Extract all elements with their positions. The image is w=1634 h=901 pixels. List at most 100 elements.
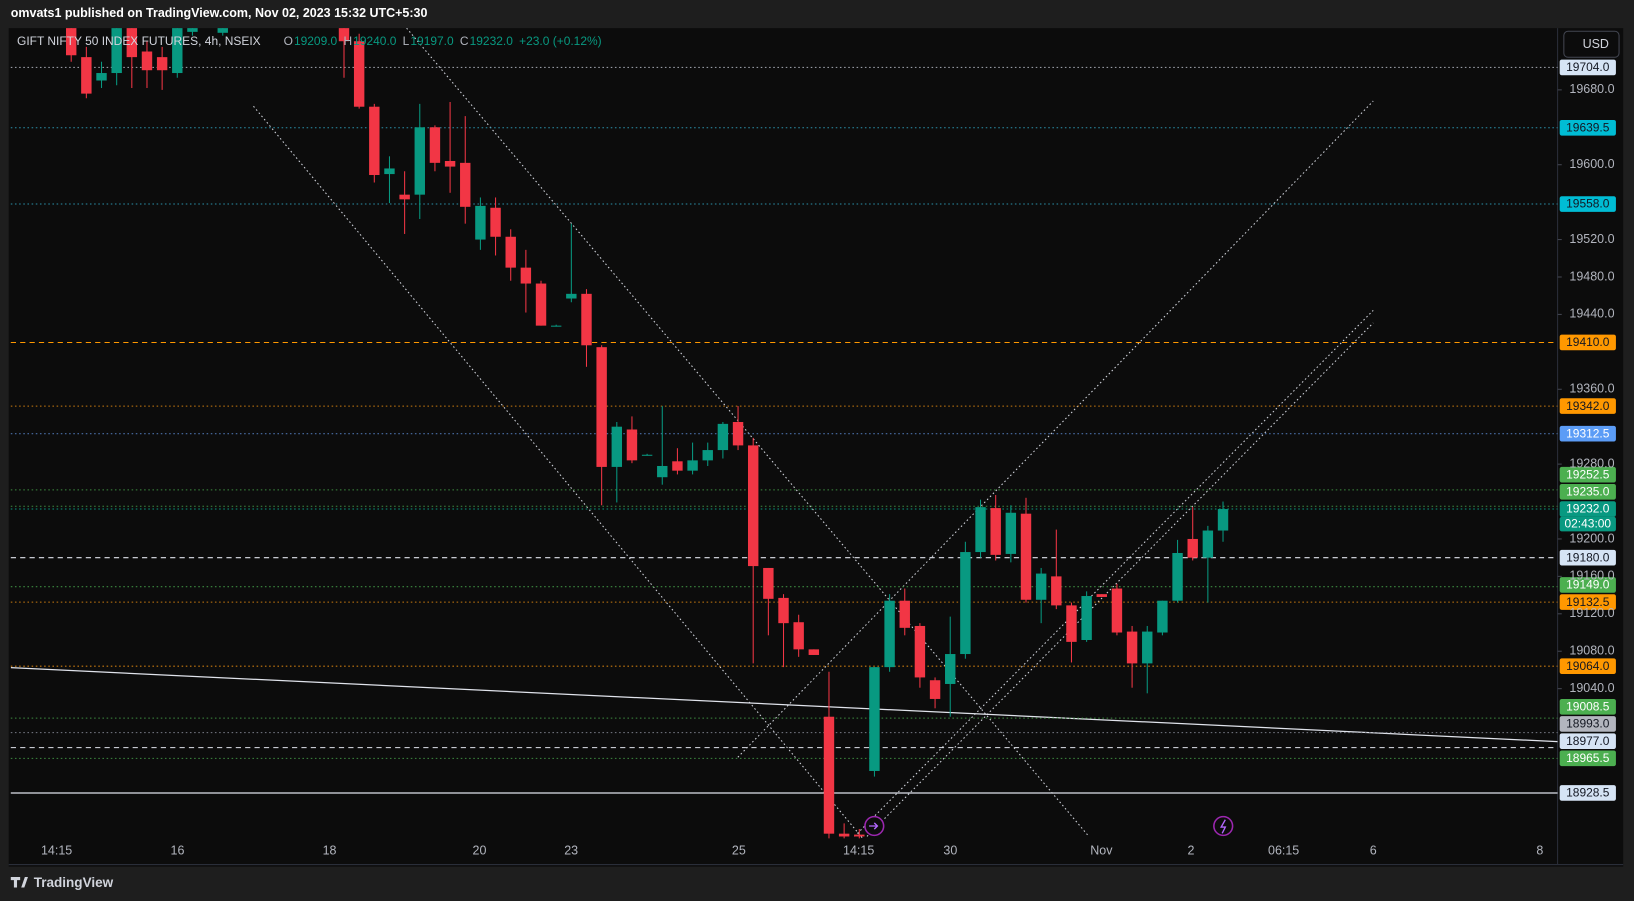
candle-body	[1035, 573, 1047, 600]
candle-body	[475, 205, 486, 240]
y-tick-label: 19360.0	[1569, 382, 1614, 396]
level-label-bg	[1559, 425, 1616, 442]
legend-change: +23.0 (+0.12%)	[519, 34, 602, 48]
legend-value: 19209.0	[294, 34, 338, 48]
candle-body	[960, 552, 971, 655]
level-label-bg	[1559, 698, 1616, 715]
candle-body	[945, 654, 956, 684]
candle-body	[1217, 509, 1229, 531]
candle-body	[763, 567, 774, 599]
candle-body	[657, 465, 668, 478]
candle-body	[535, 283, 547, 326]
x-tick-label: 30	[943, 843, 957, 857]
candle-body	[505, 236, 516, 268]
y-tick-label: 19600.0	[1569, 157, 1614, 171]
candle-body	[1051, 576, 1062, 606]
currency-button[interactable]	[1563, 30, 1620, 58]
candle-body	[369, 106, 380, 176]
footer: TradingView	[34, 875, 114, 890]
y-tick-label: 19520.0	[1569, 232, 1614, 246]
legend: O 19209.0 H 19240.0 L 19197.0 C 19232.0 +23.0 (+…	[284, 34, 602, 48]
candle-body	[399, 194, 410, 200]
candle-body	[975, 507, 986, 553]
level-label-bg	[1559, 398, 1616, 414]
candle-body	[1187, 538, 1198, 558]
level-label: 19180.0	[1566, 550, 1610, 564]
candle-body	[156, 57, 168, 71]
legend-key: C	[460, 34, 469, 48]
y-tick-label: 19440.0	[1569, 307, 1614, 321]
candle-body	[550, 325, 562, 327]
event-icon[interactable]	[1213, 815, 1234, 837]
level-label-bg	[1559, 334, 1616, 351]
event-icon-bolt	[1219, 819, 1227, 834]
x-tick-label: 06:15	[1268, 843, 1299, 857]
candle-body	[444, 160, 456, 167]
level-label-bg	[1559, 196, 1616, 212]
level-label-bg	[1559, 549, 1616, 566]
candle-body	[96, 73, 107, 81]
level-label: 19149.0	[1566, 578, 1610, 592]
candle-body	[823, 716, 835, 834]
level-label-bg	[1559, 577, 1616, 593]
level-label-bg	[1559, 716, 1616, 732]
y-tick-label: 19160.0	[1569, 569, 1614, 583]
candle-body	[581, 293, 592, 346]
candle-body	[460, 162, 471, 207]
candle-body	[732, 422, 744, 446]
level-label-bg	[1559, 59, 1616, 76]
countdown-bg	[1559, 516, 1616, 532]
x-tick-label: 14:15	[41, 843, 72, 857]
candle-body	[717, 423, 729, 451]
y-tick-label: 19200.0	[1569, 531, 1614, 545]
chart-panel	[8, 28, 1624, 867]
level-label: 19639.5	[1566, 120, 1610, 134]
candle-body	[1096, 594, 1107, 597]
y-tick-label: 19680.0	[1569, 82, 1614, 96]
x-tick-label: 18	[323, 843, 337, 857]
legend-key: O	[284, 34, 293, 48]
level-label: 19132.5	[1566, 595, 1610, 609]
level-label: 19312.5	[1566, 426, 1610, 440]
level-label: 19558.0	[1566, 197, 1610, 211]
level-label: 19410.0	[1566, 335, 1610, 349]
candle-body	[1020, 513, 1032, 600]
candle-body	[596, 347, 607, 467]
x-tick-label: 6	[1370, 843, 1377, 857]
candle-body	[384, 168, 395, 175]
candle-body	[929, 680, 941, 699]
y-tick-label: 19120.0	[1569, 606, 1614, 620]
candle-body	[990, 508, 1001, 555]
candle-body	[172, 28, 183, 74]
y-axis: 19680.0 19600.0 19520.0 19480.0 19440.0 19360…	[1557, 82, 1615, 695]
candle-body	[1157, 600, 1168, 633]
level-label: 19252.5	[1566, 467, 1610, 481]
candle-body	[1005, 512, 1017, 554]
x-tick-label: 16	[171, 843, 185, 857]
candle-body	[1066, 605, 1077, 642]
candle-body	[566, 293, 577, 299]
level-label-bg	[1559, 785, 1616, 801]
levels: 19704.0 19639.5 19558.0 19410.0 19342.0 19312…	[10, 59, 1616, 801]
candle-body	[429, 127, 441, 163]
candle-body	[490, 207, 501, 237]
level-label: 19235.0	[1566, 485, 1610, 499]
candle-body	[126, 28, 138, 58]
candle-body	[111, 28, 122, 74]
level-label: 18928.5	[1566, 786, 1610, 800]
y-tick-label: 19480.0	[1569, 269, 1614, 283]
level-label: 19232.0	[1566, 502, 1610, 516]
x-tick-label: 8	[1536, 843, 1543, 857]
symbol: GIFT NIFTY 50 INDEX FUTURES, 4h, NSEIX	[17, 34, 261, 48]
level-label-bg	[1559, 658, 1616, 675]
candle-body	[641, 454, 653, 456]
candle-body	[414, 127, 425, 195]
candle-body	[838, 833, 850, 837]
level-label: 19342.0	[1566, 399, 1610, 413]
level-label: 18993.0	[1566, 717, 1610, 731]
candle-body	[611, 426, 623, 467]
x-tick-label: 14:15	[843, 843, 874, 857]
legend-key: L	[403, 34, 410, 48]
candle-body	[81, 57, 92, 94]
legend-value: 19240.0	[353, 34, 397, 48]
